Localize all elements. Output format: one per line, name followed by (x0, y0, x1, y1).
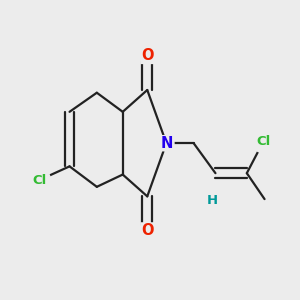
Text: N: N (160, 136, 172, 151)
Circle shape (206, 194, 220, 207)
Text: Cl: Cl (256, 135, 270, 148)
Text: O: O (141, 48, 154, 63)
Circle shape (140, 223, 155, 238)
Text: Cl: Cl (32, 173, 47, 187)
Circle shape (252, 131, 274, 153)
Circle shape (159, 136, 174, 151)
Text: O: O (141, 223, 154, 238)
Text: H: H (207, 194, 218, 207)
Circle shape (140, 48, 155, 64)
Circle shape (28, 169, 50, 191)
